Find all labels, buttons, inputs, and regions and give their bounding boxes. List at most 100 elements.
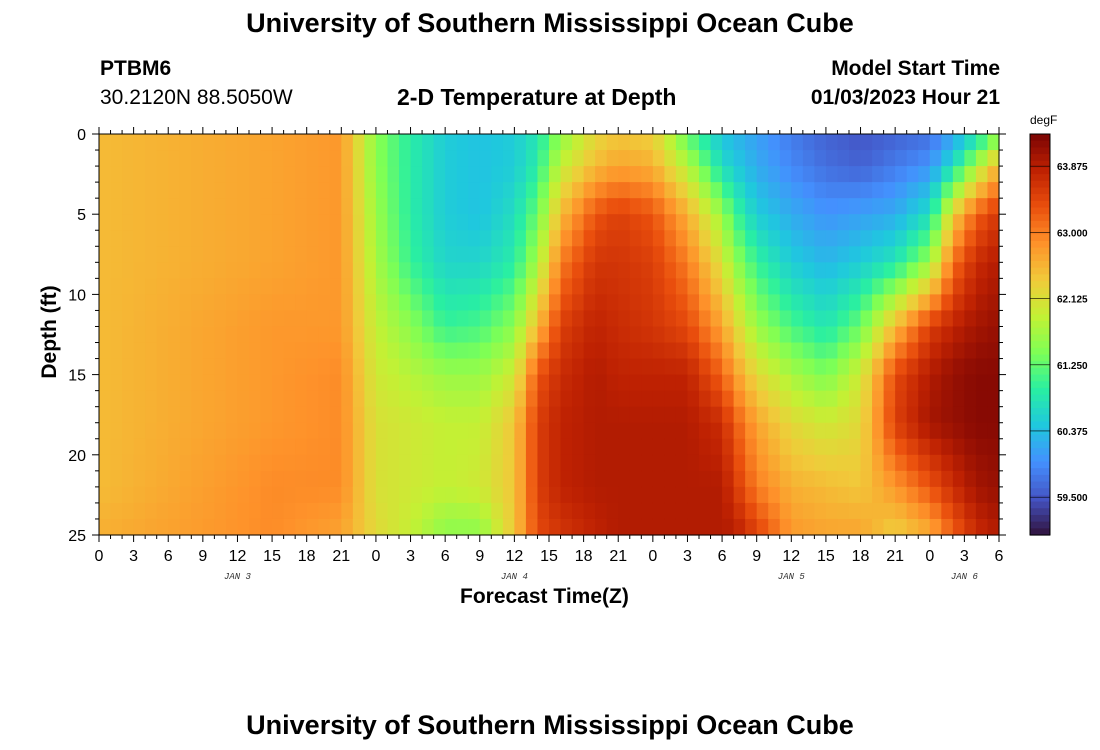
heatmap-cell xyxy=(249,230,262,247)
heatmap-cell xyxy=(352,374,365,392)
heatmap-cell xyxy=(329,502,342,520)
heatmap-cell xyxy=(745,454,758,472)
heatmap-cell xyxy=(375,150,389,167)
heatmap-cell xyxy=(768,326,781,344)
heatmap-cell xyxy=(975,150,989,167)
heatmap-cell xyxy=(652,278,665,295)
heatmap-cell xyxy=(491,182,504,199)
heatmap-cell xyxy=(537,310,550,328)
heatmap-cell xyxy=(491,422,504,440)
heatmap-cell xyxy=(987,182,1000,199)
heatmap-cell xyxy=(733,422,746,440)
heatmap-cell xyxy=(514,470,527,488)
heatmap-cell xyxy=(975,134,989,151)
heatmap-cell xyxy=(283,198,296,215)
heatmap-cell xyxy=(399,182,412,199)
heatmap-cell xyxy=(837,502,850,520)
heatmap-cell xyxy=(641,294,654,312)
heatmap-cell xyxy=(514,486,527,504)
heatmap-cell xyxy=(641,150,654,167)
heatmap-cell xyxy=(191,294,204,312)
heatmap-cell xyxy=(122,422,135,440)
heatmap-cell xyxy=(433,470,446,488)
heatmap-cell xyxy=(975,214,989,231)
heatmap-cell xyxy=(410,470,423,488)
heatmap-cell xyxy=(225,374,239,392)
heatmap-cell xyxy=(225,438,239,456)
heatmap-cell xyxy=(468,262,481,279)
heatmap-cell xyxy=(156,294,169,312)
heatmap-cell xyxy=(375,182,389,199)
heatmap-cell xyxy=(849,198,862,215)
heatmap-cell xyxy=(802,438,815,456)
heatmap-cell xyxy=(168,278,181,295)
heatmap-cell xyxy=(895,214,908,231)
heatmap-cell xyxy=(952,150,965,167)
heatmap-cell xyxy=(768,470,781,488)
heatmap-cell xyxy=(722,454,735,472)
heatmap-cell xyxy=(318,278,331,295)
heatmap-cell xyxy=(860,406,873,424)
colorbar-label: 61.250 xyxy=(1057,361,1088,372)
heatmap-cell xyxy=(514,518,527,536)
heatmap-cell xyxy=(572,294,585,312)
heatmap-cell xyxy=(699,278,712,295)
heatmap-cell xyxy=(872,406,885,424)
heatmap-cell xyxy=(410,166,423,183)
heatmap-cell xyxy=(225,422,239,440)
heatmap-cell xyxy=(237,502,250,520)
heatmap-cell xyxy=(745,438,758,456)
heatmap-cell xyxy=(329,486,342,504)
heatmap-cell xyxy=(987,502,1000,520)
heatmap-cell xyxy=(329,214,342,231)
heatmap-cell xyxy=(399,214,412,231)
heatmap-cell xyxy=(272,326,285,344)
heatmap-cell xyxy=(964,406,977,424)
heatmap-cell xyxy=(918,326,931,344)
heatmap-cell xyxy=(837,230,850,247)
heatmap-cell xyxy=(849,150,862,167)
colorbar-segment xyxy=(1030,274,1050,282)
heatmap-cell xyxy=(133,166,146,183)
heatmap-cell xyxy=(664,486,677,504)
heatmap-cell xyxy=(987,326,1000,344)
heatmap-cell xyxy=(502,134,515,151)
heatmap-cell xyxy=(214,486,227,504)
heatmap-cell xyxy=(295,358,308,376)
heatmap-cell xyxy=(99,502,112,520)
heatmap-cell xyxy=(202,470,215,488)
heatmap-cell xyxy=(502,310,515,328)
heatmap-cell xyxy=(987,166,1000,183)
heatmap-cell xyxy=(814,374,827,392)
heatmap-cell xyxy=(652,518,665,536)
heatmap-cell xyxy=(975,326,989,344)
heatmap-cell xyxy=(122,278,135,295)
heatmap-cell xyxy=(272,358,285,376)
heatmap-cell xyxy=(652,390,665,408)
heatmap-cell xyxy=(306,406,319,424)
heatmap-cell xyxy=(722,150,735,167)
heatmap-cell xyxy=(825,374,839,392)
heatmap-cell xyxy=(710,278,723,295)
heatmap-cell xyxy=(779,134,792,151)
heatmap-cell xyxy=(99,422,112,440)
heatmap-cell xyxy=(952,294,965,312)
heatmap-cell xyxy=(537,278,550,295)
heatmap-cell xyxy=(110,246,123,263)
heatmap-cell xyxy=(975,198,989,215)
heatmap-cell xyxy=(699,422,712,440)
heatmap-cell xyxy=(168,166,181,183)
heatmap-cell xyxy=(699,294,712,312)
heatmap-cell xyxy=(283,294,296,312)
heatmap-cell xyxy=(872,374,885,392)
heatmap-cell xyxy=(756,326,769,344)
heatmap-cell xyxy=(156,358,169,376)
heatmap-cell xyxy=(214,422,227,440)
heatmap-cell xyxy=(675,182,689,199)
x-tick-label: 12 xyxy=(229,548,247,565)
heatmap-cell xyxy=(399,294,412,312)
heatmap-cell xyxy=(468,406,481,424)
heatmap-cell xyxy=(168,134,181,151)
heatmap-cell xyxy=(918,358,931,376)
heatmap-cell xyxy=(214,470,227,488)
